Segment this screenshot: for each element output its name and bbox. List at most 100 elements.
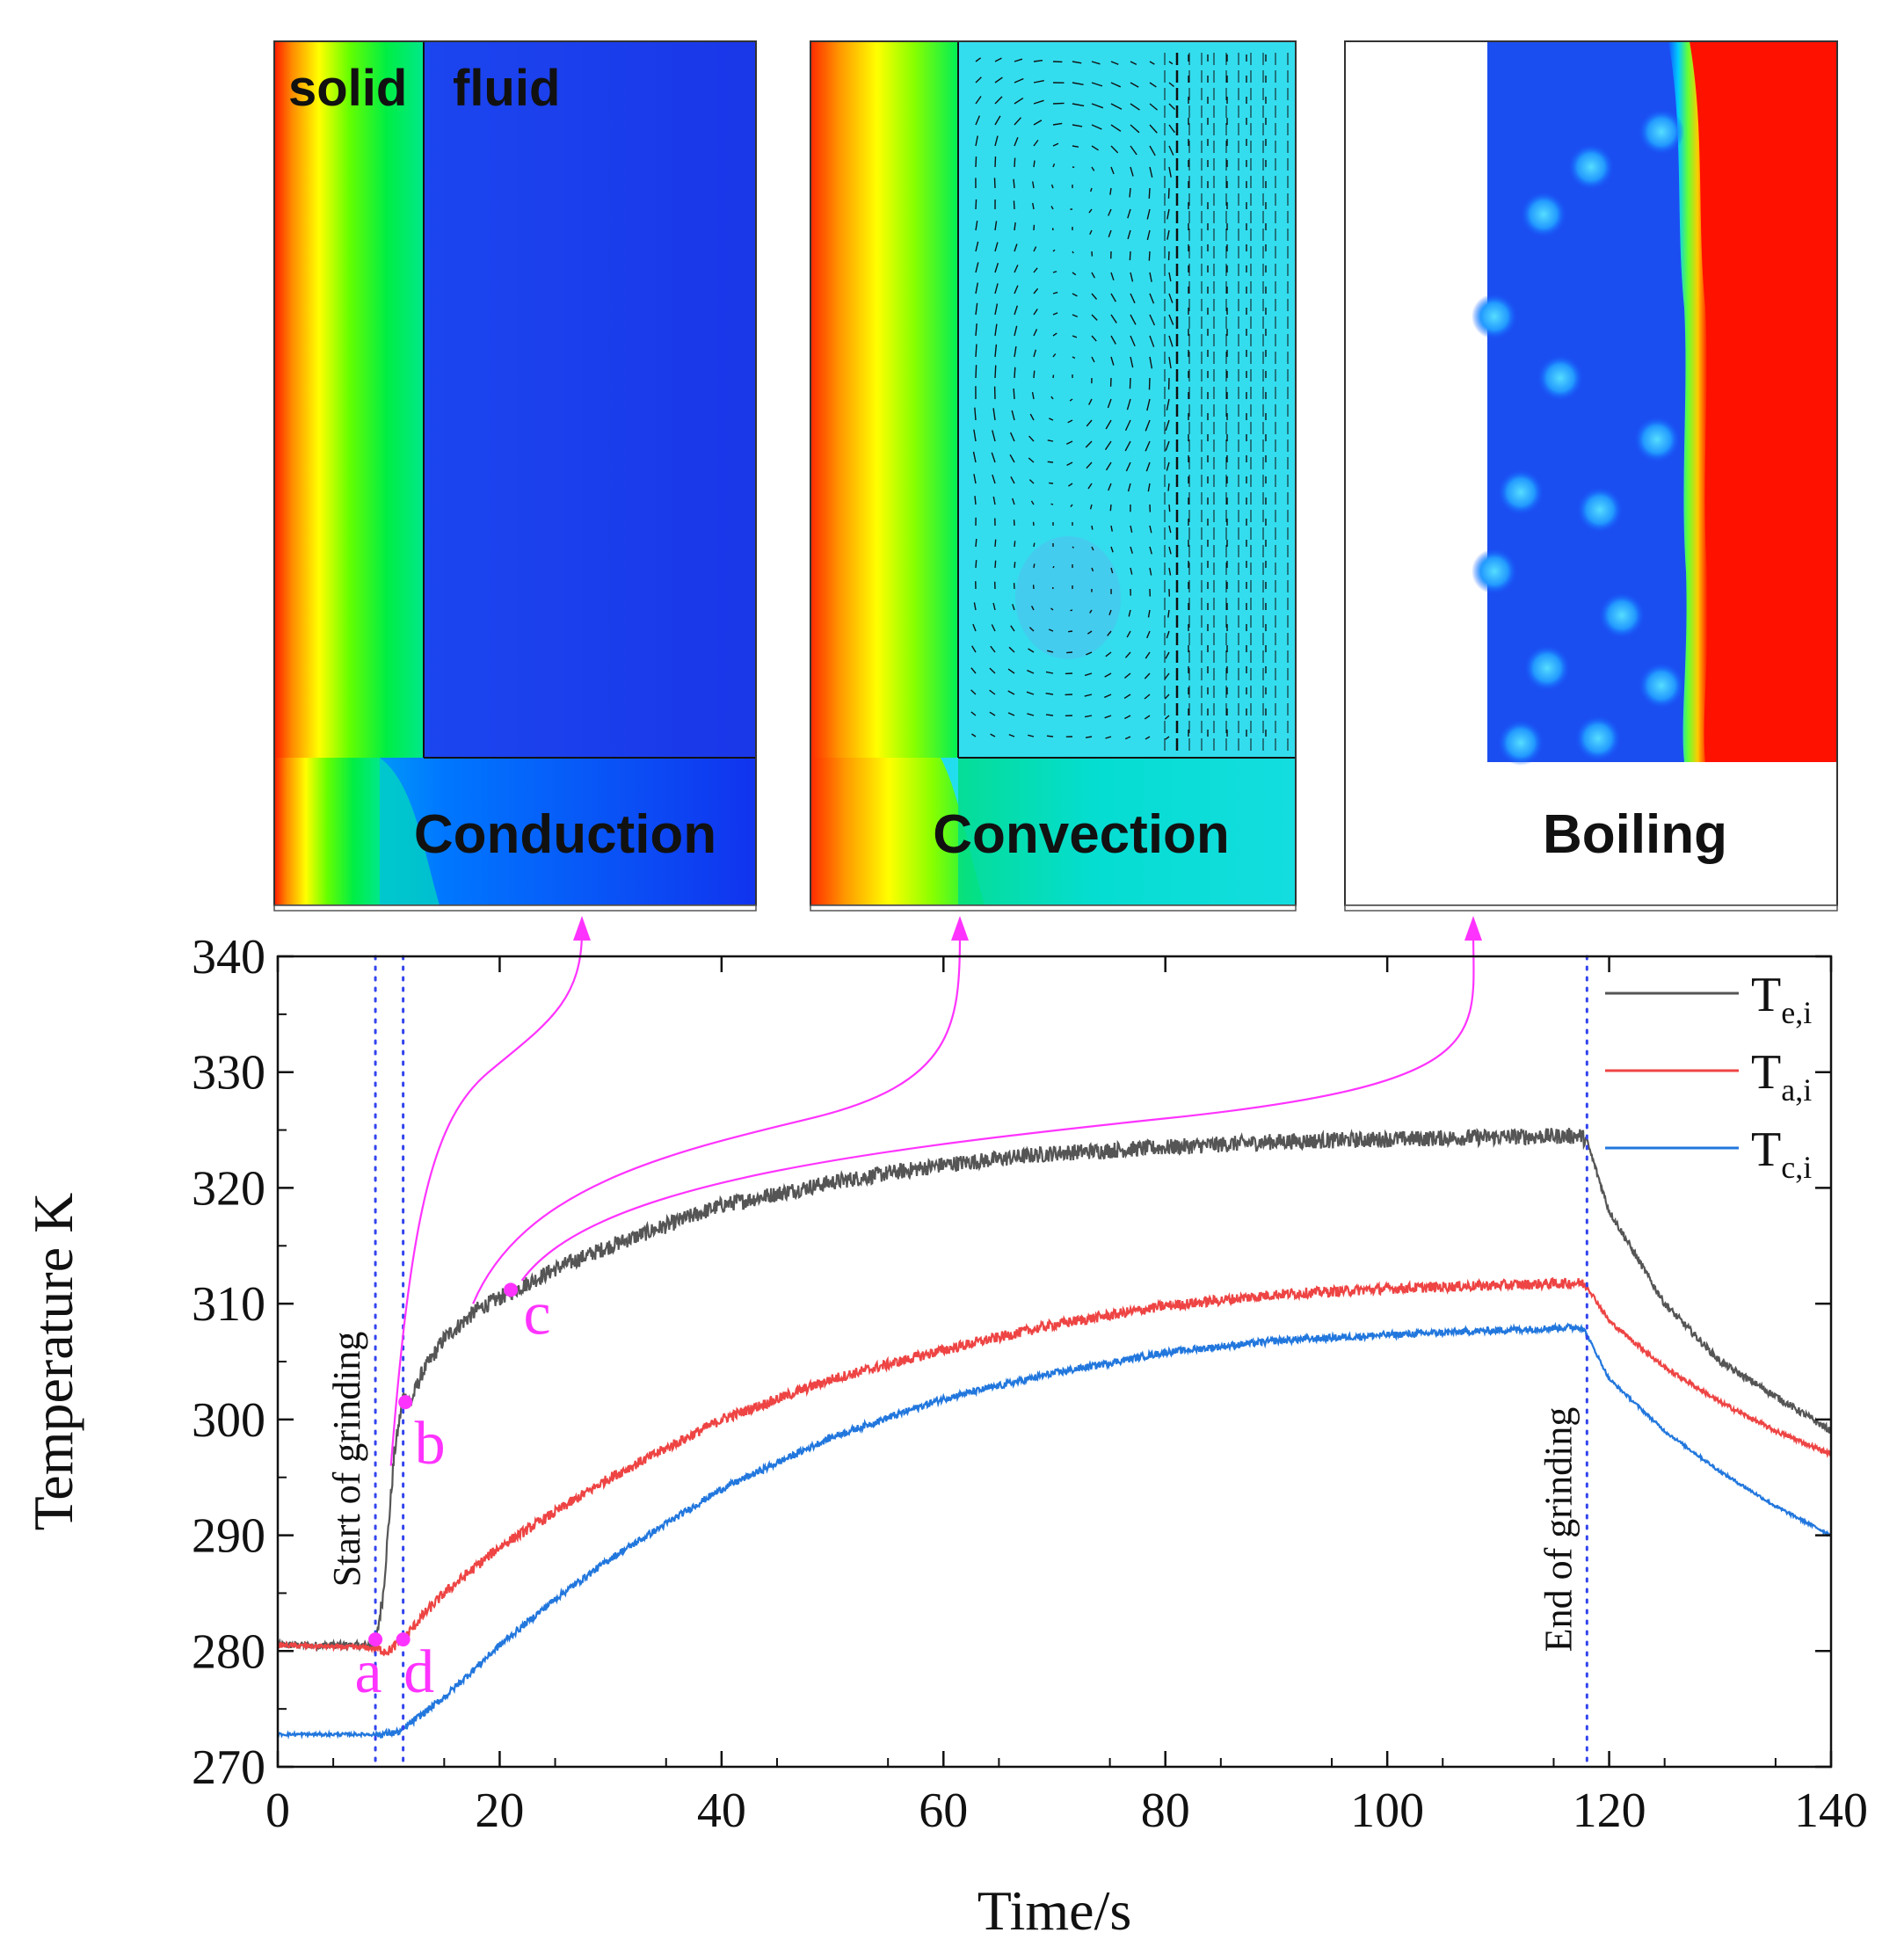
- velocity-vector: [1108, 609, 1112, 615]
- y-tick-label: 340: [192, 930, 265, 984]
- velocity-vector: [1166, 461, 1170, 471]
- velocity-vector: [989, 689, 996, 695]
- velocity-vector: [1091, 82, 1103, 87]
- velocity-vector: [1050, 184, 1054, 189]
- velocity-vector: [970, 667, 977, 674]
- velocity-vector: [975, 262, 979, 273]
- velocity-vector: [1124, 440, 1131, 452]
- vapor-bubble: [1634, 417, 1680, 462]
- velocity-vector: [973, 429, 977, 442]
- velocity-vector: [1110, 272, 1115, 281]
- grinding-markers: Start of grinding End of grinding: [325, 955, 1588, 1769]
- velocity-vector: [1091, 567, 1094, 572]
- velocity-vector: [1047, 440, 1054, 442]
- vapor-bubble: [1639, 663, 1684, 708]
- velocity-vector: [1014, 285, 1019, 294]
- velocity-vector: [1012, 498, 1015, 505]
- velocity-vector: [1105, 419, 1112, 430]
- velocity-vector: [1086, 630, 1093, 635]
- velocity-vector: [1033, 60, 1043, 62]
- arrow-to-panel-3: [520, 931, 1475, 1282]
- velocity-vector: [1110, 145, 1119, 154]
- y-axis-label: Temperature K: [22, 1193, 84, 1531]
- velocity-vector: [994, 303, 999, 316]
- velocity-vector: [1068, 483, 1073, 487]
- velocity-vector: [1149, 525, 1152, 534]
- velocity-vector: [1067, 419, 1073, 424]
- velocity-vector: [1124, 736, 1131, 740]
- velocity-vector: [1014, 97, 1024, 105]
- annotation-points: a b c d: [355, 1280, 551, 1706]
- velocity-vector: [1126, 630, 1131, 638]
- velocity-vector: [971, 733, 977, 737]
- velocity-vector: [1050, 396, 1054, 400]
- velocity-vector: [1009, 432, 1015, 442]
- x-tick-label: 20: [475, 1784, 524, 1838]
- velocity-vector: [994, 539, 997, 548]
- velocity-vector: [1146, 208, 1151, 220]
- velocity-vector: [1030, 500, 1035, 505]
- legend: Te,i Ta,i Tc,i: [1605, 968, 1812, 1185]
- velocity-vector: [1033, 370, 1036, 379]
- velocity-vector: [1086, 651, 1093, 656]
- annotation-arrows: [389, 916, 1482, 1466]
- vapor-bubble: [1639, 109, 1684, 155]
- velocity-vector: [994, 156, 997, 168]
- velocity-vector: [1048, 628, 1054, 632]
- end-of-grinding-label: End of grinding: [1537, 1407, 1580, 1653]
- velocity-vector: [1033, 349, 1037, 358]
- velocity-vector: [994, 221, 998, 231]
- x-tick-label: 100: [1350, 1784, 1424, 1838]
- velocity-vector: [1110, 546, 1114, 553]
- point-label-a: a: [355, 1638, 382, 1706]
- vapor-bubble: [1521, 192, 1566, 237]
- velocity-vector: [993, 178, 996, 189]
- velocity-vector: [1130, 103, 1140, 111]
- velocity-vector: [1028, 734, 1035, 737]
- velocity-vector: [1014, 305, 1019, 316]
- velocity-vector: [1164, 694, 1170, 700]
- velocity-vector: [1168, 166, 1172, 178]
- velocity-vector: [1149, 103, 1159, 111]
- velocity-vector: [1066, 461, 1073, 467]
- arrow-head: [951, 916, 969, 941]
- velocity-vector: [992, 496, 996, 505]
- velocity-vector: [1148, 187, 1151, 199]
- velocity-vector: [975, 96, 982, 105]
- velocity-vector: [1072, 272, 1077, 276]
- series-layer: [276, 1128, 1832, 1740]
- velocity-vector: [1144, 694, 1151, 700]
- conduction-label: Conduction: [414, 804, 716, 865]
- velocity-vector: [1086, 419, 1093, 427]
- velocity-vector: [975, 323, 977, 337]
- velocity-vector: [973, 474, 977, 484]
- velocity-vector: [1168, 61, 1174, 65]
- velocity-vector: [1130, 335, 1136, 347]
- velocity-vector: [1130, 272, 1134, 282]
- velocity-vector: [1168, 356, 1172, 369]
- velocity-vector: [1014, 265, 1019, 273]
- velocity-vector: [972, 623, 977, 632]
- velocity-vector: [1033, 287, 1039, 294]
- velocity-vector: [1148, 377, 1151, 390]
- velocity-vector: [1072, 546, 1074, 549]
- velocity-vector: [1126, 398, 1131, 410]
- velocity-vector: [1052, 163, 1056, 168]
- velocity-vector: [1165, 419, 1170, 432]
- x-tick-label: 80: [1141, 1784, 1190, 1838]
- velocity-vector: [1104, 715, 1112, 719]
- velocity-vector: [1107, 398, 1112, 409]
- velocity-vector: [1014, 367, 1016, 379]
- x-tick-label: 140: [1794, 1784, 1868, 1838]
- velocity-vector: [1045, 714, 1054, 716]
- velocity-vector: [1050, 607, 1054, 611]
- velocity-vector: [994, 115, 1001, 126]
- velocity-vector: [994, 96, 1003, 105]
- velocity-vector: [1123, 672, 1131, 679]
- velocity-vector: [1124, 419, 1131, 432]
- velocity-vector: [1052, 142, 1059, 147]
- solid-label: solid: [288, 60, 407, 117]
- velocity-vector: [1124, 715, 1131, 720]
- velocity-vector: [1032, 202, 1035, 210]
